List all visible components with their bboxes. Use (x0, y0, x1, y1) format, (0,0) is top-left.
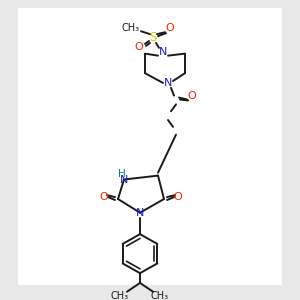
Text: O: O (188, 91, 196, 100)
Text: S: S (149, 31, 157, 44)
Text: H: H (118, 169, 126, 179)
Text: O: O (166, 23, 174, 33)
FancyBboxPatch shape (18, 8, 282, 285)
Text: N: N (159, 47, 167, 57)
Text: CH₃: CH₃ (151, 291, 169, 300)
Text: N: N (120, 175, 128, 184)
Text: CH₃: CH₃ (111, 291, 129, 300)
Text: N: N (164, 78, 172, 88)
Text: O: O (100, 192, 108, 202)
Text: O: O (174, 192, 182, 202)
Text: CH₃: CH₃ (122, 23, 140, 33)
Text: O: O (135, 42, 143, 52)
Text: N: N (136, 208, 144, 218)
